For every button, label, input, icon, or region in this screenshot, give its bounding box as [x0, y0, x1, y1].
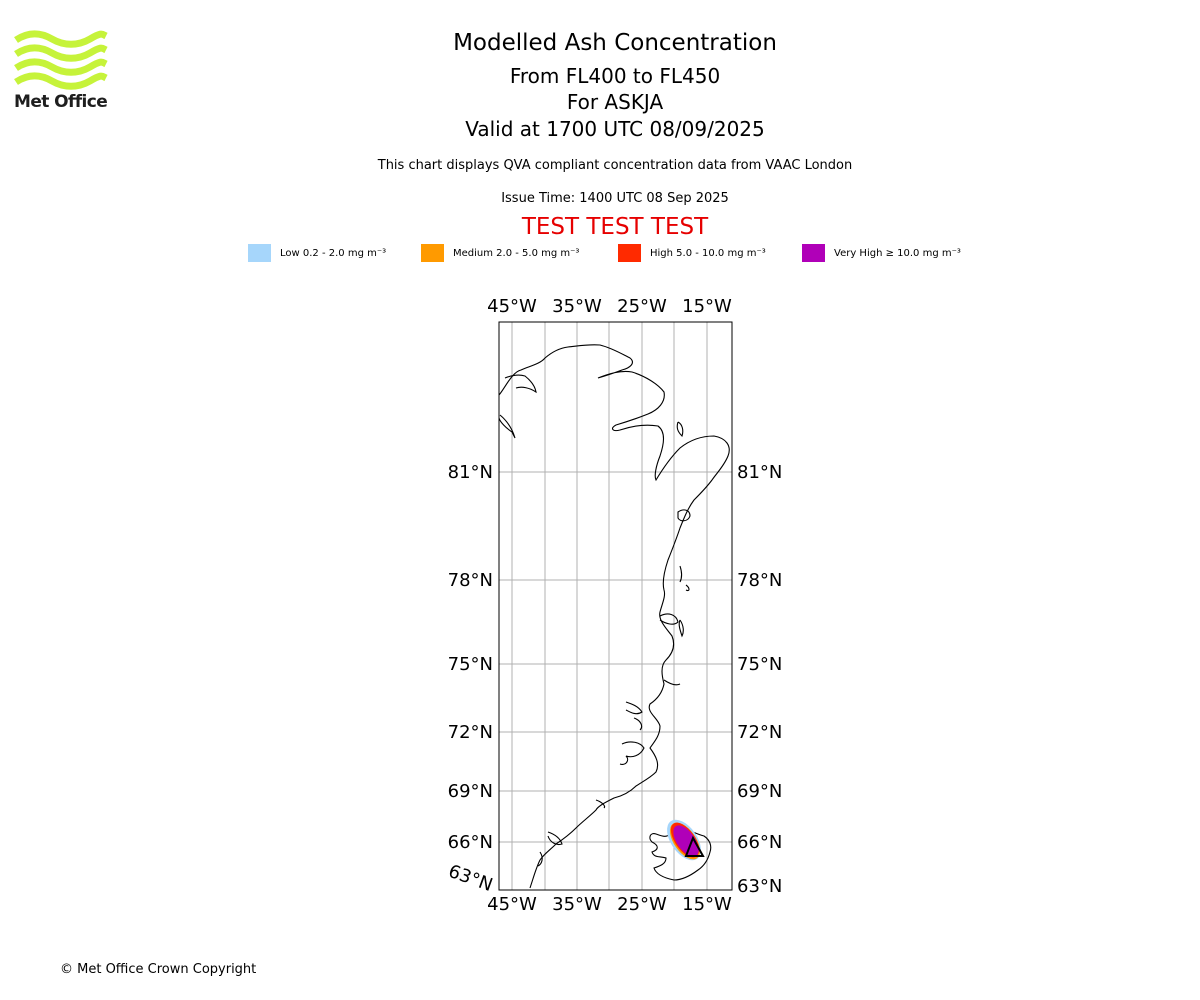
lat-label: 63°N: [737, 876, 782, 897]
lat-label: 75°N: [448, 654, 493, 675]
lat-label: 78°N: [448, 570, 493, 591]
lat-label: 75°N: [737, 654, 782, 675]
concentration-legend: Low 0.2 - 2.0 mg m⁻³ Medium 2.0 - 5.0 mg…: [0, 244, 1200, 264]
wave-logo-icon: [14, 30, 108, 90]
map-frame: [498, 321, 733, 891]
issue-time: Issue Time: 1400 UTC 08 Sep 2025: [501, 191, 729, 206]
legend-swatch-low: [248, 244, 271, 262]
lat-label: 81°N: [737, 462, 782, 483]
valid-time: Valid at 1700 UTC 08/09/2025: [465, 117, 765, 141]
legend-label-very-high: Very High ≥ 10.0 mg m⁻³: [834, 247, 961, 259]
legend-label-high: High 5.0 - 10.0 mg m⁻³: [650, 247, 766, 259]
lat-label: 78°N: [737, 570, 782, 591]
met-office-logo: Met Office: [14, 30, 109, 112]
lat-label: 72°N: [737, 722, 782, 743]
triangle-icon: [684, 835, 705, 857]
lon-label: 45°W: [487, 296, 537, 317]
lat-labels-right: 81°N 78°N 75°N 72°N 69°N 66°N 63°N: [737, 462, 782, 897]
test-banner: TEST TEST TEST: [521, 214, 709, 240]
legend-label-medium: Medium 2.0 - 5.0 mg m⁻³: [453, 247, 580, 259]
copyright-notice: © Met Office Crown Copyright: [60, 962, 257, 977]
chart-title: Modelled Ash Concentration: [453, 30, 777, 56]
ash-plume: [667, 819, 701, 861]
lat-labels-left: 81°N 78°N 75°N 72°N 69°N 66°N 63°N: [446, 462, 496, 896]
lat-label: 69°N: [448, 781, 493, 802]
lon-labels-top: 45°W 35°W 25°W 15°W: [487, 296, 732, 317]
legend-item-low: Low 0.2 - 2.0 mg m⁻³: [248, 244, 386, 262]
legend-swatch-medium: [421, 244, 444, 262]
lat-label: 63°N: [446, 861, 496, 896]
lon-label: 15°W: [682, 296, 732, 317]
lat-label: 69°N: [737, 781, 782, 802]
map-gridlines: [499, 322, 732, 890]
legend-item-high: High 5.0 - 10.0 mg m⁻³: [618, 244, 766, 262]
lon-label: 35°W: [552, 296, 602, 317]
lon-label: 25°W: [617, 296, 667, 317]
volcano-name: For ASKJA: [566, 90, 664, 114]
legend-item-very-high: Very High ≥ 10.0 mg m⁻³: [802, 244, 961, 262]
coastline-greenland: [498, 344, 730, 889]
legend-swatch-high: [618, 244, 641, 262]
lon-label: 15°W: [682, 894, 732, 915]
lon-label: 45°W: [487, 894, 537, 915]
compliance-note: This chart displays QVA compliant concen…: [377, 158, 853, 173]
lon-label: 25°W: [617, 894, 667, 915]
logo-wordmark: Met Office: [14, 92, 108, 112]
lat-label: 66°N: [737, 832, 782, 853]
flight-level-range: From FL400 to FL450: [509, 64, 721, 88]
lat-label: 72°N: [448, 722, 493, 743]
legend-swatch-very-high: [802, 244, 825, 262]
lat-label: 66°N: [448, 832, 493, 853]
lat-label: 81°N: [448, 462, 493, 483]
legend-item-medium: Medium 2.0 - 5.0 mg m⁻³: [421, 244, 579, 262]
legend-label-low: Low 0.2 - 2.0 mg m⁻³: [280, 247, 387, 259]
ash-very-high: [673, 825, 699, 857]
lon-label: 35°W: [552, 894, 602, 915]
lon-labels-bottom: 45°W 35°W 25°W 15°W: [487, 894, 732, 915]
